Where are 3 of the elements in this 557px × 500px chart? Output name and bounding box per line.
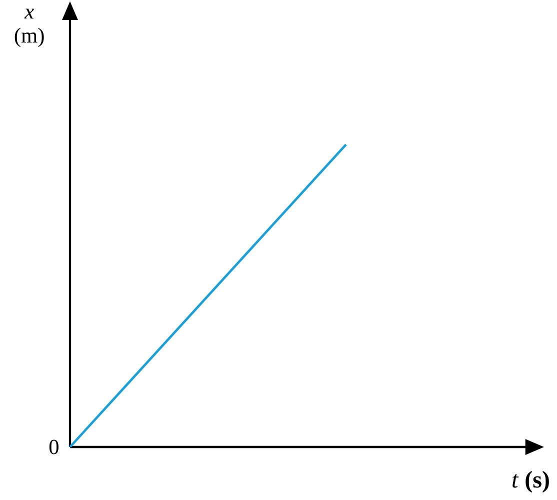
x-axis-title: t (s) xyxy=(512,470,549,493)
y-axis-title: x (m) xyxy=(14,8,44,48)
text: 0 xyxy=(49,440,58,454)
